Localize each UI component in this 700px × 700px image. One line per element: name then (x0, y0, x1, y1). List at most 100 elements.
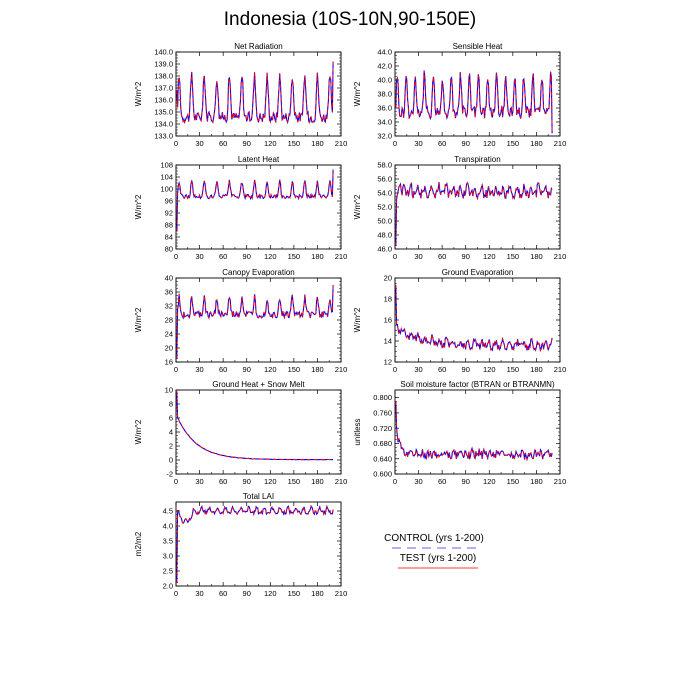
x-tick-label-canopy-evaporation: 210 (335, 365, 348, 374)
y-tick-label-canopy-evaporation: 20 (165, 344, 173, 353)
y-tick-label-sensible-heat: 34.0 (377, 118, 392, 127)
x-tick-label-ground-evaporation: 0 (393, 365, 397, 374)
x-tick-label-total-lai: 180 (311, 589, 324, 598)
x-tick-label-sensible-heat: 150 (507, 139, 520, 148)
y-tick-label-canopy-evaporation: 32 (165, 302, 173, 311)
x-tick-label-sensible-heat: 120 (483, 139, 496, 148)
series-line-control-sensible-heat (395, 70, 553, 134)
y-tick-label-net-radiation: 139.0 (154, 60, 173, 69)
y-tick-label-ground-heat-snow-melt: 8 (169, 400, 173, 409)
series-line-test-sensible-heat (395, 70, 553, 134)
y-tick-label-transpiration: 50.0 (377, 217, 392, 226)
x-tick-label-soil-moisture-factor-btran-or-btranmn: 120 (483, 477, 496, 486)
x-tick-label-canopy-evaporation: 180 (311, 365, 324, 374)
y-axis-label-ground-evaporation: W/m^2 (353, 307, 362, 332)
y-tick-label-total-lai: 3.0 (163, 552, 173, 561)
x-tick-label-soil-moisture-factor-btran-or-btranmn: 150 (507, 477, 520, 486)
x-tick-label-canopy-evaporation: 0 (174, 365, 178, 374)
x-tick-label-canopy-evaporation: 150 (288, 365, 301, 374)
panel-title-ground-evaporation: Ground Evaporation (442, 268, 514, 277)
series-line-test-total-lai (176, 504, 334, 583)
panel-sensible-heat: Sensible Heat W/m^2 0 30 60 90 120 150 180 210 32.… (353, 42, 566, 148)
y-axis-label-transpiration: W/m^2 (353, 194, 362, 219)
y-tick-label-soil-moisture-factor-btran-or-btranmn: 0.800 (373, 393, 392, 402)
x-tick-label-soil-moisture-factor-btran-or-btranmn: 210 (554, 477, 567, 486)
panel-title-total-lai: Total LAI (243, 492, 274, 501)
panel-title-soil-moisture-factor-btran-or-btranmn: Soil moisture factor (BTRAN or BTRANMN) (400, 380, 555, 389)
x-tick-label-net-radiation: 120 (264, 139, 277, 148)
x-tick-label-sensible-heat: 180 (530, 139, 543, 148)
y-tick-label-latent-heat: 84 (165, 233, 173, 242)
series-line-test-net-radiation (176, 61, 334, 124)
x-tick-label-ground-heat-snow-melt: 90 (243, 477, 251, 486)
plot-frame-latent-heat (175, 164, 342, 250)
x-tick-label-total-lai: 120 (264, 589, 277, 598)
panel-latent-heat: Latent Heat W/m^2 0 30 60 90 120 150 180 210 80 84 8… (134, 155, 347, 261)
panel-net-radiation: Net Radiation W/m^2 0 30 60 90 120 150 180 210 133… (134, 42, 347, 148)
x-tick-label-latent-heat: 90 (243, 252, 251, 261)
x-tick-label-soil-moisture-factor-btran-or-btranmn: 30 (414, 477, 422, 486)
x-tick-label-latent-heat: 0 (174, 252, 178, 261)
x-tick-label-latent-heat: 60 (219, 252, 227, 261)
y-tick-label-soil-moisture-factor-btran-or-btranmn: 0.600 (373, 470, 392, 479)
x-tick-label-ground-heat-snow-melt: 180 (311, 477, 324, 486)
panel-soil-moisture-factor-btran-or-btranmn: Soil moisture factor (BTRAN or BTRANMN) u… (353, 380, 566, 486)
x-tick-label-ground-evaporation: 210 (554, 365, 567, 374)
y-tick-label-latent-heat: 92 (165, 209, 173, 218)
series-line-control-ground-heat-snow-melt (176, 391, 334, 461)
y-tick-label-ground-evaporation: 16 (384, 316, 392, 325)
x-tick-label-net-radiation: 0 (174, 139, 178, 148)
y-tick-label-net-radiation: 134.0 (154, 120, 173, 129)
y-tick-label-ground-evaporation: 14 (384, 337, 392, 346)
x-tick-label-soil-moisture-factor-btran-or-btranmn: 0 (393, 477, 397, 486)
y-axis-label-canopy-evaporation: W/m^2 (134, 307, 143, 332)
series-line-control-net-radiation (176, 61, 334, 125)
x-tick-label-total-lai: 30 (195, 589, 203, 598)
panel-canopy-evaporation: Canopy Evaporation W/m^2 0 30 60 90 120 150 180 2… (134, 268, 347, 374)
y-tick-label-net-radiation: 140.0 (154, 48, 173, 57)
series-line-test-transpiration (395, 181, 553, 246)
x-tick-label-ground-evaporation: 180 (530, 365, 543, 374)
y-tick-label-sensible-heat: 42.0 (377, 62, 392, 71)
y-tick-label-transpiration: 58.0 (377, 161, 392, 170)
y-tick-label-soil-moisture-factor-btran-or-btranmn: 0.640 (373, 454, 392, 463)
x-tick-label-total-lai: 60 (219, 589, 227, 598)
x-tick-label-sensible-heat: 90 (462, 139, 470, 148)
legend-label-control: CONTROL (yrs 1-200) (384, 533, 484, 544)
y-tick-label-canopy-evaporation: 16 (165, 358, 173, 367)
y-tick-label-ground-heat-snow-melt: 2 (169, 442, 173, 451)
series-line-test-ground-evaporation (395, 285, 553, 352)
series-line-control-total-lai (176, 504, 334, 584)
y-tick-label-sensible-heat: 32.0 (377, 132, 392, 141)
y-tick-label-latent-heat: 104 (160, 173, 173, 182)
x-tick-label-canopy-evaporation: 60 (219, 365, 227, 374)
series-line-control-latent-heat (176, 169, 334, 232)
x-tick-label-total-lai: 0 (174, 589, 178, 598)
y-tick-label-total-lai: 4.0 (163, 522, 173, 531)
series-line-test-canopy-evaporation (176, 285, 334, 359)
y-tick-label-net-radiation: 135.0 (154, 108, 173, 117)
series-line-control-soil-moisture-factor-btran-or-btranmn (395, 401, 553, 462)
x-tick-label-ground-evaporation: 150 (507, 365, 520, 374)
x-tick-label-ground-evaporation: 90 (462, 365, 470, 374)
x-tick-label-ground-heat-snow-melt: 150 (288, 477, 301, 486)
x-tick-label-transpiration: 0 (393, 252, 397, 261)
y-tick-label-soil-moisture-factor-btran-or-btranmn: 0.680 (373, 439, 392, 448)
y-tick-label-transpiration: 48.0 (377, 231, 392, 240)
x-tick-label-latent-heat: 30 (195, 252, 203, 261)
panel-title-canopy-evaporation: Canopy Evaporation (222, 268, 295, 277)
y-tick-label-sensible-heat: 36.0 (377, 104, 392, 113)
y-axis-label-total-lai: m2/m2 (134, 531, 143, 556)
x-tick-label-latent-heat: 210 (335, 252, 348, 261)
x-tick-label-transpiration: 90 (462, 252, 470, 261)
panel-ground-evaporation: Ground Evaporation W/m^2 0 30 60 90 120 150 180 2… (353, 268, 566, 374)
x-tick-label-total-lai: 90 (243, 589, 251, 598)
x-tick-label-transpiration: 30 (414, 252, 422, 261)
y-tick-label-ground-heat-snow-melt: -2 (166, 470, 173, 479)
y-axis-label-latent-heat: W/m^2 (134, 194, 143, 219)
x-tick-label-total-lai: 210 (335, 589, 348, 598)
series-line-test-latent-heat (176, 169, 334, 231)
